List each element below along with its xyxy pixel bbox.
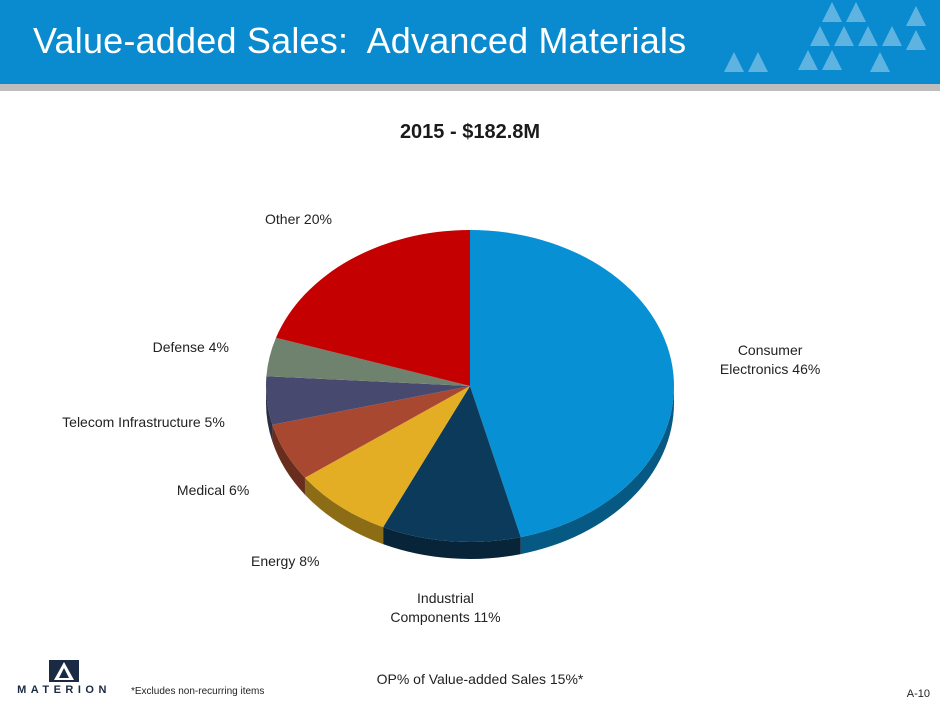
slice-label-3: Medical 6%: [176, 482, 250, 499]
triangle-pattern-decoration: [724, 2, 926, 72]
slide-title: Value-added Sales: Advanced Materials: [33, 20, 687, 61]
materion-logo: MATERION: [16, 658, 112, 698]
pie-slice-6: [275, 230, 470, 386]
slice-label-2: Energy 8%: [250, 553, 320, 570]
slice-label-1: Industrial Components 11%: [390, 590, 501, 626]
slice-label-4: Telecom Infrastructure 5%: [62, 413, 225, 430]
header-divider: [0, 84, 940, 91]
pie-slice-side-0: [520, 386, 674, 555]
slice-label-0: Consumer Electronics 46%: [719, 342, 821, 378]
slide-header: [0, 0, 940, 84]
pie-slice-5: [266, 337, 470, 386]
pie-slice-0: [470, 230, 675, 538]
pie-slice-2: [304, 386, 470, 528]
pie-slice-3: [272, 386, 470, 478]
footnote: *Excludes non-recurring items: [131, 686, 265, 697]
pie-slice-4: [266, 376, 470, 425]
slice-label-5: Defense 4%: [152, 338, 229, 355]
logo-wordmark: MATERION: [17, 684, 111, 696]
logo-mark-icon: [49, 660, 79, 682]
page-number: A-10: [906, 688, 930, 700]
pie-slice-side-3: [272, 424, 305, 495]
slice-label-6: Other 20%: [265, 210, 332, 227]
pie-slice-side-2: [304, 477, 384, 545]
chart-title: 2015 - $182.8M: [399, 121, 541, 143]
op-note: OP% of Value-added Sales 15%*: [376, 671, 584, 687]
pie-slice-side-4: [266, 386, 273, 442]
pie-slice-1: [383, 386, 521, 542]
pie-slice-side-1: [383, 527, 521, 559]
